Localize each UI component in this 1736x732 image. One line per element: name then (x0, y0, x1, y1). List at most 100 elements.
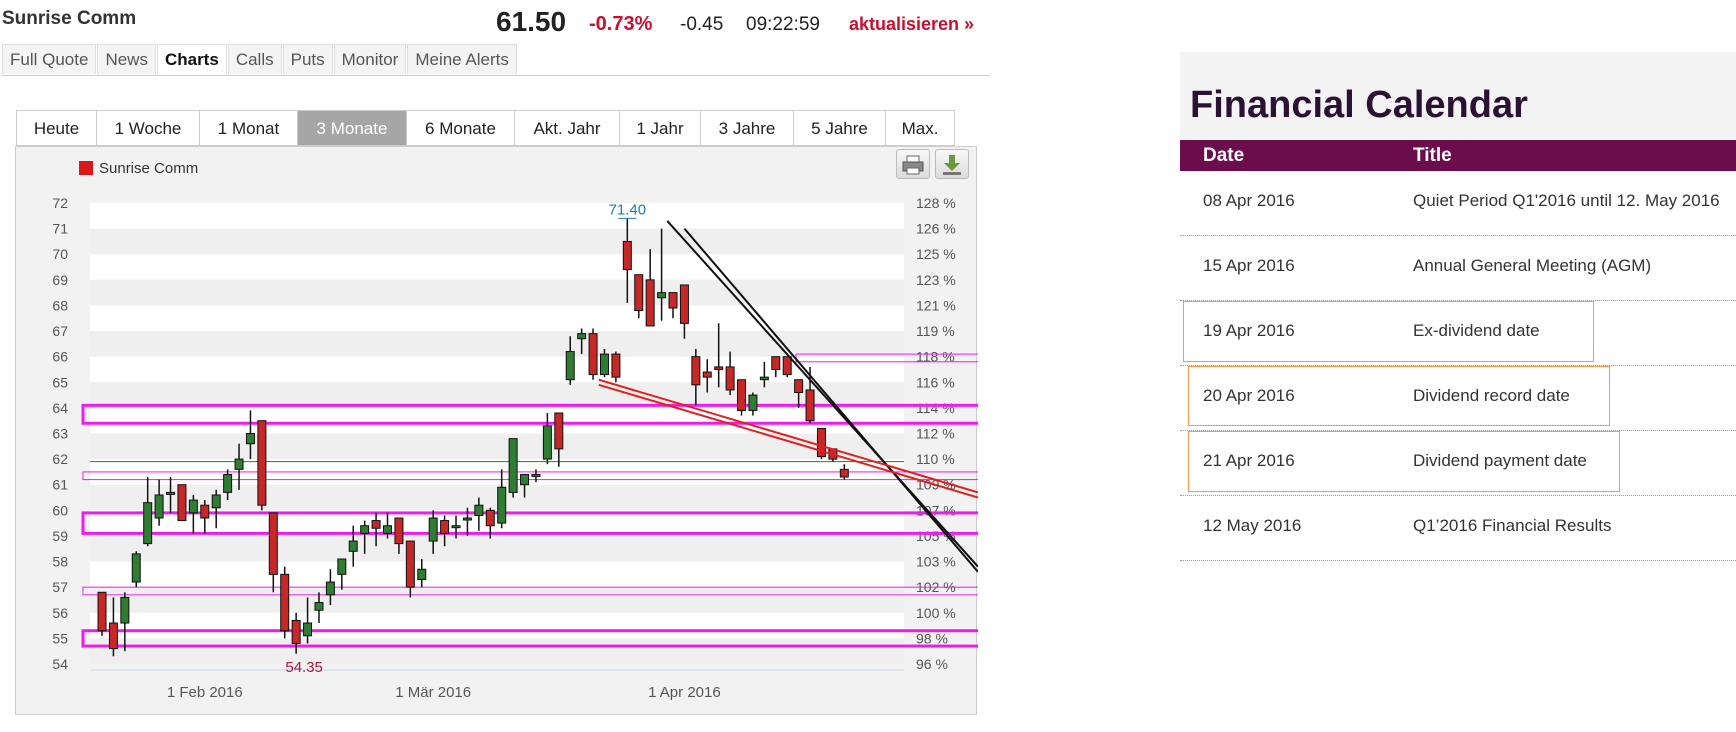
tab-puts[interactable]: Puts (282, 44, 333, 74)
candle-body (440, 520, 450, 534)
event-date: 15 Apr 2016 (1203, 256, 1295, 275)
y-tick-label: 55 (52, 630, 68, 646)
range-tab-1-monat[interactable]: 1 Monat (199, 110, 297, 146)
calendar-row: 21 Apr 2016 Dividend payment date (1180, 431, 1736, 496)
candle-body (166, 491, 176, 495)
highlight-box (1188, 431, 1620, 492)
candle-body (520, 473, 530, 486)
quote-nav-tabs: Full Quote News Charts Calls Puts Monito… (2, 44, 990, 76)
legend-swatch (79, 161, 93, 175)
tab-calls[interactable]: Calls (227, 44, 282, 74)
grid-band (90, 638, 904, 664)
y-tick-label: 57 (52, 579, 68, 595)
column-title-header: Title (1413, 145, 1452, 166)
tab-news[interactable]: News (97, 44, 156, 74)
candle-body (679, 284, 689, 324)
calendar-row: 12 May 2016 Q1’2016 Financial Results (1180, 496, 1736, 561)
range-tab-max[interactable]: Max. (885, 110, 955, 146)
tab-charts[interactable]: Charts (156, 44, 227, 74)
calendar-header-bg (1180, 52, 1736, 140)
candle-body (371, 520, 381, 529)
range-tab-1-jahr[interactable]: 1 Jahr (619, 110, 700, 146)
grid-band (90, 203, 904, 229)
min-value-label: 54.35 (285, 659, 323, 676)
range-tab-1-woche[interactable]: 1 Woche (96, 110, 199, 146)
candle-body (383, 525, 392, 534)
y2-tick-label: 126 % (916, 221, 956, 237)
column-date-header: Date (1203, 145, 1245, 166)
range-tab-akt-jahr[interactable]: Akt. Jahr (514, 110, 619, 146)
candle-body (257, 420, 267, 506)
print-button[interactable] (896, 149, 930, 179)
y-tick-label: 70 (52, 246, 68, 262)
y2-tick-label: 112 % (916, 426, 955, 442)
highlight-box (1188, 366, 1610, 426)
candle-body (668, 292, 678, 309)
y2-tick-label: 125 % (916, 246, 956, 262)
y2-tick-label: 110 % (916, 451, 955, 467)
range-tab-5-jahre[interactable]: 5 Jahre (793, 110, 885, 146)
candle-body (714, 366, 724, 370)
candle-body (325, 581, 335, 596)
candle-body (599, 353, 609, 376)
candle-body (725, 366, 735, 391)
candle-body (611, 353, 621, 378)
tab-full-quote[interactable]: Full Quote (2, 44, 97, 74)
company-name: Sunrise Comm (2, 8, 137, 29)
event-date: 20 Apr 2016 (1203, 386, 1295, 405)
candle-body (554, 412, 564, 450)
candle-body (97, 591, 107, 632)
candle-body (622, 240, 632, 271)
grid-band (90, 510, 904, 536)
grid-band (90, 612, 904, 639)
candle-body (291, 619, 301, 645)
tab-meine-alerts[interactable]: Meine Alerts (407, 44, 517, 74)
max-value-label: 71.40 (609, 201, 647, 218)
calendar-table-header: Date Title (1180, 140, 1736, 171)
range-tab-heute[interactable]: Heute (16, 110, 96, 146)
candle-body (200, 504, 210, 519)
grid-band (90, 331, 904, 357)
candle-body (245, 433, 255, 445)
y-tick-label: 72 (52, 195, 68, 211)
range-tab-3-monate[interactable]: 3 Monate (297, 110, 406, 146)
candle-body (223, 473, 233, 493)
candle-body (280, 573, 290, 632)
y-tick-label: 67 (52, 323, 68, 339)
event-title: Quiet Period Q1'2016 until 12. May 2016 (1413, 191, 1720, 210)
trendline-black (666, 220, 978, 568)
candle-body (691, 356, 701, 386)
range-tab-3-jahre[interactable]: 3 Jahre (700, 110, 793, 146)
candle-body (565, 351, 575, 381)
candle-body (120, 596, 130, 624)
event-title: Dividend record date (1413, 386, 1570, 405)
quote-time: 09:22:59 (746, 14, 820, 35)
grid-band (90, 433, 904, 460)
y-tick-label: 69 (52, 272, 68, 288)
y-tick-label: 62 (52, 451, 68, 467)
event-title: Dividend payment date (1413, 451, 1587, 470)
candle-body (531, 473, 541, 477)
calendar-title: Financial Calendar (1190, 84, 1528, 126)
range-tab-6-monate[interactable]: 6 Monate (406, 110, 514, 146)
y-tick-label: 59 (52, 528, 68, 544)
candle-body (394, 517, 404, 545)
tab-monitor[interactable]: Monitor (333, 44, 407, 74)
y-tick-label: 65 (52, 374, 68, 390)
last-price: 61.50 (496, 6, 567, 37)
candle-body (839, 468, 849, 478)
y2-tick-label: 119 % (916, 323, 955, 339)
printer-icon (902, 155, 924, 175)
candle-body (188, 499, 198, 514)
y2-tick-label: 128 % (916, 195, 956, 211)
trendline-red (598, 378, 978, 494)
candle-body (485, 509, 495, 527)
calendar-row: 19 Apr 2016 Ex-dividend date (1180, 301, 1736, 366)
refresh-link[interactable]: aktualisieren » (849, 14, 975, 34)
candle-body (588, 333, 598, 376)
grid-band (90, 279, 904, 306)
candle-body (234, 458, 244, 470)
download-button[interactable] (935, 149, 969, 179)
grid-band (90, 407, 904, 434)
event-title: Annual General Meeting (AGM) (1413, 256, 1652, 275)
